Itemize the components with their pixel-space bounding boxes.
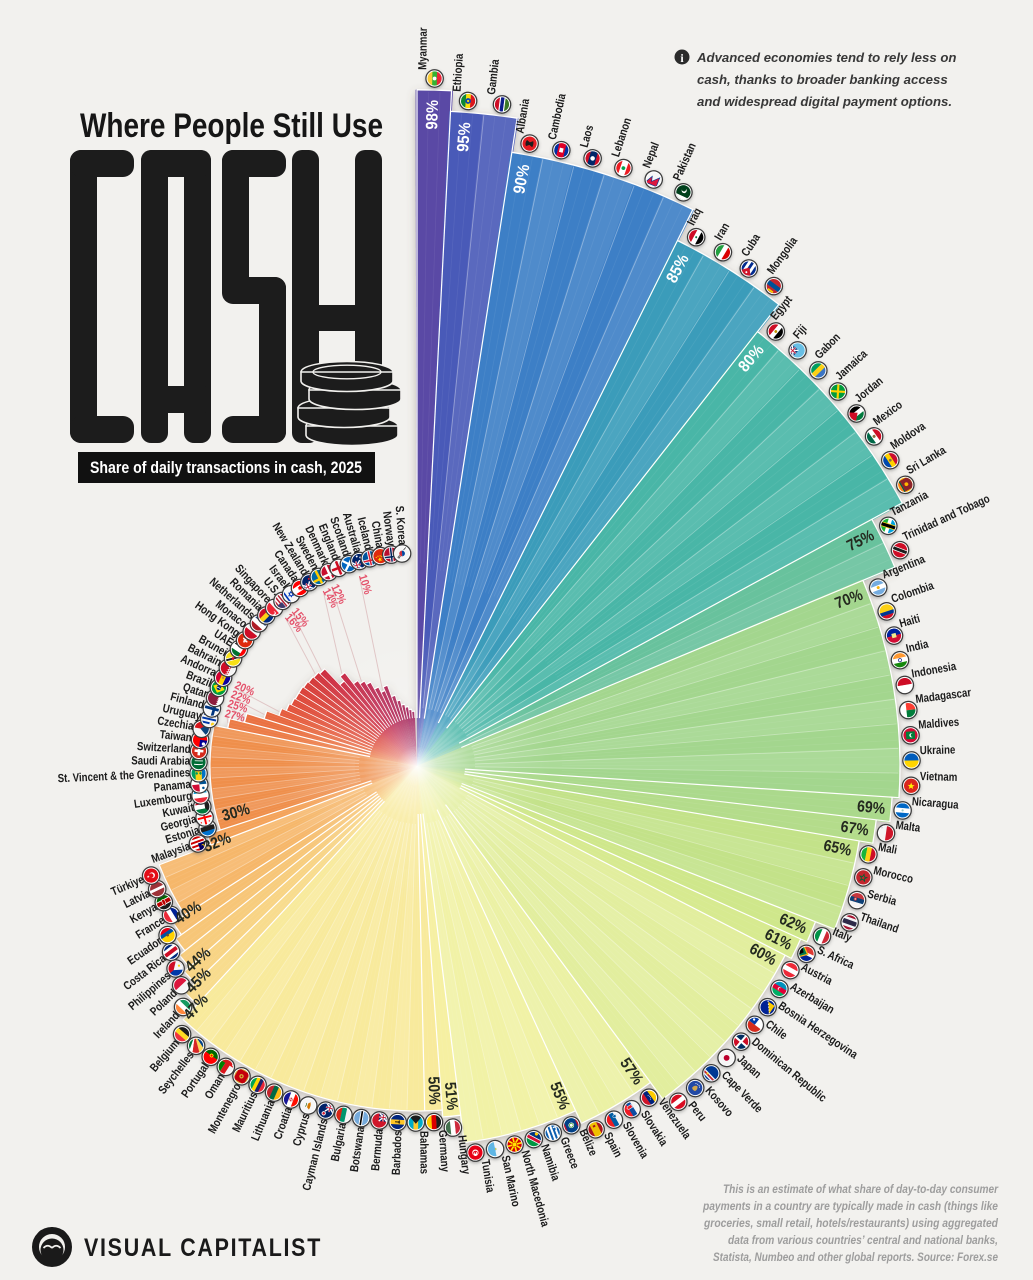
svg-text:Albania: Albania xyxy=(514,97,533,135)
svg-text:Statista, Numbeo and other glo: Statista, Numbeo and other global report… xyxy=(713,1250,998,1264)
svg-text:98%: 98% xyxy=(424,100,443,130)
svg-text:Haiti: Haiti xyxy=(898,612,922,630)
svg-text:Germany: Germany xyxy=(436,1130,452,1173)
svg-text:cash, thanks to broader bankin: cash, thanks to broader banking access xyxy=(697,72,948,87)
svg-text:Panama: Panama xyxy=(153,778,192,795)
svg-text:data from various countries’ c: data from various countries’ central and… xyxy=(728,1233,998,1247)
svg-text:Barbados: Barbados xyxy=(390,1130,405,1175)
svg-text:Norway: Norway xyxy=(380,511,398,547)
svg-text:25%: 25% xyxy=(226,698,249,716)
svg-text:10%: 10% xyxy=(356,573,374,596)
svg-text:Where People Still Use: Where People Still Use xyxy=(80,107,383,145)
svg-text:Maldives: Maldives xyxy=(918,716,960,732)
svg-text:Gambia: Gambia xyxy=(485,58,502,96)
svg-text:Czechia: Czechia xyxy=(156,715,195,734)
svg-text:China: China xyxy=(368,520,386,550)
svg-text:payments in a country are typi: payments in a country are typically made… xyxy=(702,1199,998,1213)
svg-text:69%: 69% xyxy=(856,797,886,818)
svg-text:Myanmar: Myanmar xyxy=(416,27,430,70)
svg-text:S. Korea: S. Korea xyxy=(392,505,408,546)
svg-text:Nicaragua: Nicaragua xyxy=(911,795,960,812)
svg-text:67%: 67% xyxy=(839,818,870,840)
svg-text:65%: 65% xyxy=(822,837,853,860)
svg-text:i: i xyxy=(680,51,684,65)
svg-text:VISUAL CAPITALIST: VISUAL CAPITALIST xyxy=(84,1234,322,1262)
svg-text:This is an estimate of what sh: This is an estimate of what share of day… xyxy=(723,1182,999,1196)
svg-text:St. Vincent & the Grenadines: St. Vincent & the Grenadines xyxy=(57,766,190,785)
svg-text:Bahamas: Bahamas xyxy=(417,1131,430,1174)
svg-text:Taiwan: Taiwan xyxy=(159,728,192,745)
svg-text:Mali: Mali xyxy=(877,841,898,857)
svg-text:Saudi Arabia: Saudi Arabia xyxy=(131,755,191,768)
svg-text:Hungary: Hungary xyxy=(455,1135,472,1175)
svg-text:51%: 51% xyxy=(441,1081,461,1111)
svg-text:Share of daily transactions in: Share of daily transactions in cash, 202… xyxy=(90,459,362,477)
svg-text:Vietnam: Vietnam xyxy=(920,770,958,784)
svg-text:Laos: Laos xyxy=(578,124,597,149)
svg-text:90%: 90% xyxy=(511,163,534,196)
svg-text:and widespread digital payment: and widespread digital payment options. xyxy=(697,94,952,109)
svg-text:India: India xyxy=(905,637,931,655)
svg-text:Switzerland: Switzerland xyxy=(137,740,191,756)
svg-text:Bermuda: Bermuda xyxy=(369,1128,386,1172)
svg-text:Ethiopia: Ethiopia xyxy=(451,52,467,92)
svg-text:Malta: Malta xyxy=(895,819,922,835)
svg-text:Tunisia: Tunisia xyxy=(478,1159,496,1195)
svg-text:Kuwait: Kuwait xyxy=(161,801,195,820)
svg-text:95%: 95% xyxy=(454,122,474,153)
svg-text:27%: 27% xyxy=(223,708,246,725)
svg-text:Ukraine: Ukraine xyxy=(920,744,956,758)
svg-text:groceries, small retail, hotel: groceries, small retail, hotels/restaura… xyxy=(703,1216,998,1230)
svg-text:Advanced economies tend to rel: Advanced economies tend to rely less on xyxy=(696,50,956,65)
svg-text:50%: 50% xyxy=(424,1076,443,1105)
